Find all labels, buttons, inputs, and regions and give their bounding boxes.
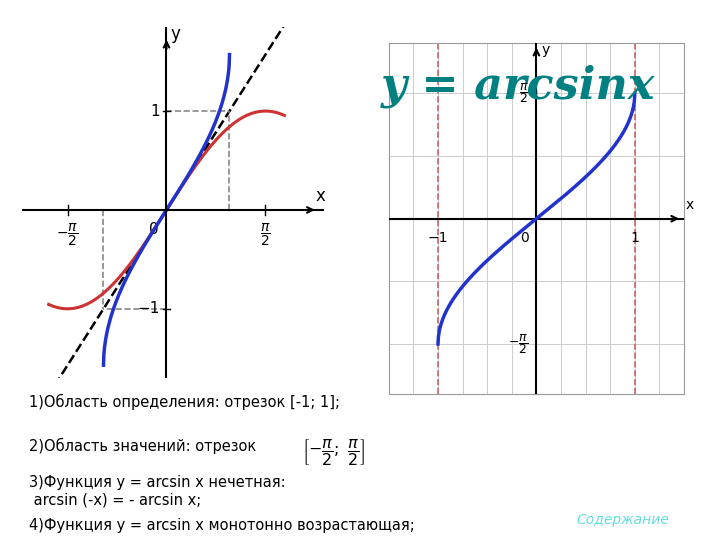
- Text: $\left[-\dfrac{\pi}{2};\ \dfrac{\pi}{2}\right]$: $\left[-\dfrac{\pi}{2};\ \dfrac{\pi}{2}\…: [302, 437, 366, 468]
- Text: −1: −1: [138, 301, 160, 316]
- Text: $-\dfrac{\pi}{2}$: $-\dfrac{\pi}{2}$: [56, 222, 78, 248]
- Text: 2)Область значений: отрезок: 2)Область значений: отрезок: [29, 437, 256, 454]
- Text: 0: 0: [520, 231, 528, 245]
- Text: $\dfrac{\pi}{2}$: $\dfrac{\pi}{2}$: [518, 82, 528, 105]
- Text: −1: −1: [428, 231, 449, 245]
- Text: x: x: [686, 198, 694, 212]
- Text: $-\dfrac{\pi}{2}$: $-\dfrac{\pi}{2}$: [508, 332, 528, 356]
- Text: y: y: [171, 25, 181, 43]
- Text: 0: 0: [149, 222, 159, 237]
- Text: 1: 1: [631, 231, 639, 245]
- Text: 3)Функция y = arcsin x нечетная:
 arcsin (-x) = - arcsin x;: 3)Функция y = arcsin x нечетная: arcsin …: [29, 475, 285, 508]
- Text: y = arcsinx: y = arcsinx: [381, 65, 656, 109]
- Text: $\dfrac{\pi}{2}$: $\dfrac{\pi}{2}$: [260, 222, 271, 248]
- Text: Содержание: Содержание: [577, 513, 669, 526]
- Text: 1: 1: [150, 104, 160, 119]
- Text: x: x: [316, 187, 325, 205]
- Text: 1)Область определения: отрезок [-1; 1];: 1)Область определения: отрезок [-1; 1];: [29, 394, 340, 410]
- Text: 4)Функция y = arcsin x монотонно возрастающая;: 4)Функция y = arcsin x монотонно возраст…: [29, 518, 415, 534]
- Text: y: y: [541, 43, 549, 57]
